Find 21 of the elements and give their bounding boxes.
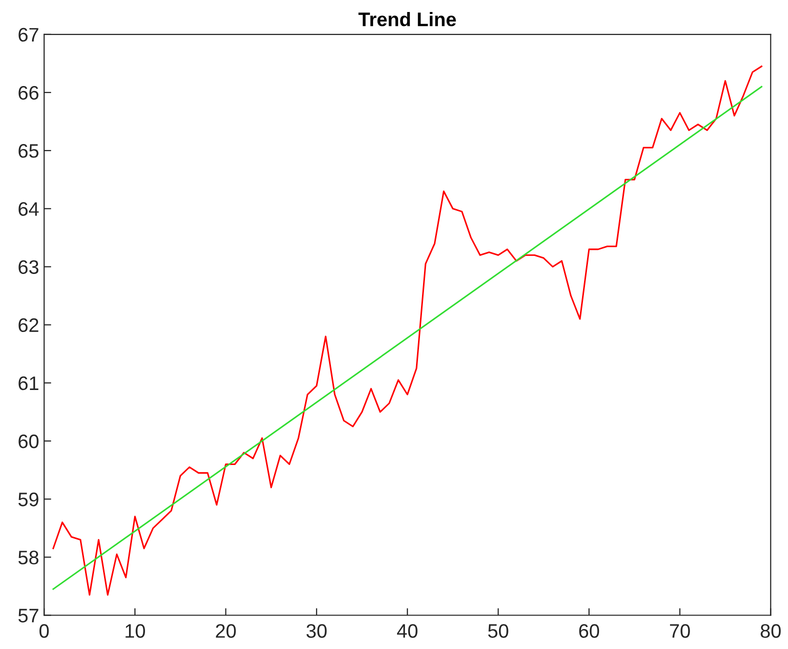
y-tick-label: 57: [18, 608, 38, 622]
y-tick-label: 65: [18, 144, 38, 158]
x-tick-label: 0: [39, 624, 49, 638]
x-tick-label: 50: [488, 624, 508, 638]
y-tick-label: 58: [18, 550, 38, 564]
x-tick-label: 70: [670, 624, 690, 638]
y-tick-label: 67: [18, 28, 38, 42]
x-tick-label: 40: [397, 624, 418, 638]
y-tick-label: 63: [18, 260, 38, 274]
chart-title: Trend Line: [358, 12, 456, 26]
y-tick-label: 66: [18, 86, 38, 100]
y-tick-label: 62: [18, 318, 38, 332]
x-tick-label: 10: [126, 624, 145, 638]
y-tick-label: 61: [18, 376, 38, 390]
y-tick-label: 60: [18, 434, 39, 448]
x-tick-label: 30: [306, 624, 327, 638]
x-tick-label: 80: [760, 624, 781, 638]
x-tick-label: 20: [216, 624, 236, 638]
x-tick-label: 60: [579, 624, 600, 638]
y-tick-label: 59: [18, 492, 38, 506]
y-tick-label: 64: [18, 202, 39, 216]
